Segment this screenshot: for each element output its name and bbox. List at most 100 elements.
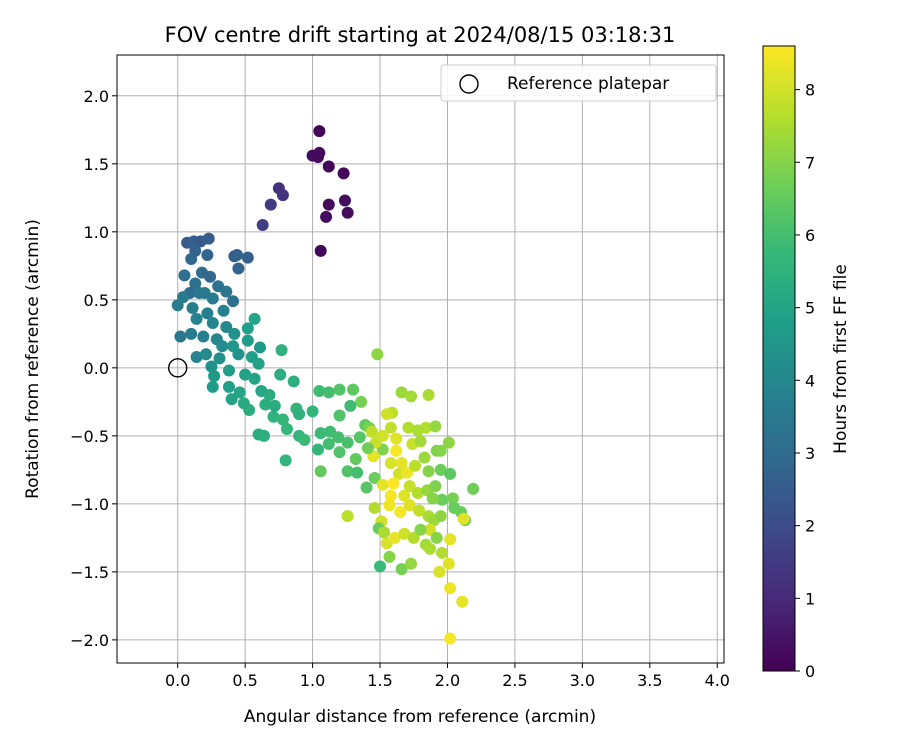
scatter-point (337, 167, 350, 180)
scatter-point (322, 386, 335, 399)
scatter-point (384, 457, 397, 470)
scatter-point (341, 436, 354, 449)
scatter-point (333, 383, 346, 396)
scatter-point (197, 330, 210, 343)
colorbar-tick-label: 3 (805, 444, 815, 463)
scatter-point (243, 404, 256, 417)
scatter-point (351, 466, 364, 479)
scatter-point (390, 432, 403, 445)
scatter-point (287, 375, 300, 388)
y-tick-label: 0.0 (84, 359, 109, 378)
scatter-point (222, 380, 235, 393)
colorbar-tick-label: 0 (805, 662, 815, 681)
scatter-point (390, 444, 403, 457)
legend-label-reference: Reference platepar (507, 74, 669, 94)
scatter-point (248, 372, 261, 385)
scatter-point (444, 467, 457, 480)
scatter-point (227, 295, 240, 308)
scatter-point (267, 410, 280, 423)
colorbar-ticks: 0 1 2 3 4 5 6 7 8 (795, 81, 815, 681)
colorbar-label: Hours from first FF file (831, 264, 851, 454)
chart-title: FOV centre drift starting at 2024/08/15 … (165, 23, 676, 47)
scatter-point (228, 327, 241, 340)
scatter-point (314, 427, 327, 440)
scatter-point (311, 443, 324, 456)
scatter-point (332, 431, 345, 444)
scatter-point (402, 421, 415, 434)
scatter-point (322, 160, 335, 173)
scatter-point (355, 395, 368, 408)
scatter-point (232, 262, 245, 275)
scatter-point (422, 465, 435, 478)
scatter-point (279, 454, 292, 467)
scatter-point (313, 384, 326, 397)
scatter-point (276, 413, 289, 426)
scatter-point (436, 546, 449, 559)
scatter-point (361, 442, 374, 455)
scatter-point (395, 386, 408, 399)
x-tick-label: 4.0 (705, 671, 730, 690)
x-axis-ticks: 0.0 0.5 1.0 1.5 2.0 2.5 3.0 3.5 4.0 (165, 663, 730, 690)
scatter-point (422, 389, 435, 402)
scatter-point (395, 457, 408, 470)
colorbar-tick-label: 6 (805, 226, 815, 245)
scatter-point (200, 348, 213, 361)
x-tick-label: 1.5 (367, 671, 392, 690)
x-tick-label: 0.0 (165, 671, 190, 690)
scatter-point (446, 492, 459, 505)
scatter-point (225, 393, 238, 406)
scatter-point (258, 429, 271, 442)
scatter-point (426, 492, 439, 505)
scatter-point (398, 489, 411, 502)
scatter-point (442, 436, 455, 449)
legend-box (440, 64, 717, 102)
scatter-point (220, 321, 233, 334)
scatter-point (190, 350, 203, 363)
scatter-point (311, 151, 324, 164)
x-axis-label: Angular distance from reference (arcmin) (244, 707, 596, 727)
scatter-point (280, 423, 293, 436)
scatter-point (178, 269, 191, 282)
scatter-point (429, 480, 442, 493)
legend: Reference platepar (440, 64, 717, 102)
scatter-point (457, 512, 470, 525)
scatter-point (241, 322, 254, 335)
scatter-point (338, 194, 351, 207)
scatter-point (217, 304, 230, 317)
scatter-point (231, 248, 244, 261)
scatter-point (456, 595, 469, 608)
scatter-point (344, 399, 357, 412)
scatter-point (322, 198, 335, 211)
scatter-point (411, 424, 424, 437)
scatter-point (333, 446, 346, 459)
scatter-point (189, 277, 202, 290)
y-axis-label: Rotation from reference (arcmin) (23, 219, 43, 499)
scatter-point (174, 330, 187, 343)
scatter-point (333, 409, 346, 422)
scatter-point (213, 352, 226, 365)
scatter-point (341, 510, 354, 523)
scatter-point (186, 301, 199, 314)
scatter-point (433, 565, 446, 578)
scatter-point (413, 504, 426, 517)
scatter-point (314, 465, 327, 478)
y-tick-label: 1.5 (84, 155, 109, 174)
y-tick-label: 2.0 (84, 87, 109, 106)
scatter-point (276, 189, 289, 202)
scatter-point (349, 452, 362, 465)
colorbar-tick-label: 5 (805, 299, 815, 318)
scatter-point (253, 341, 266, 354)
x-tick-label: 3.0 (570, 671, 595, 690)
scatter-point (341, 206, 354, 219)
scatter-point (368, 501, 381, 514)
scatter-point (409, 459, 422, 472)
scatter-point (274, 368, 287, 381)
scatter-point (222, 364, 235, 377)
colorbar-tick-label: 7 (805, 153, 815, 172)
scatter-point (256, 219, 269, 232)
scatter-point (444, 533, 457, 546)
scatter-point (434, 444, 447, 457)
y-tick-label: −1.0 (70, 495, 109, 514)
scatter-point (414, 523, 427, 536)
